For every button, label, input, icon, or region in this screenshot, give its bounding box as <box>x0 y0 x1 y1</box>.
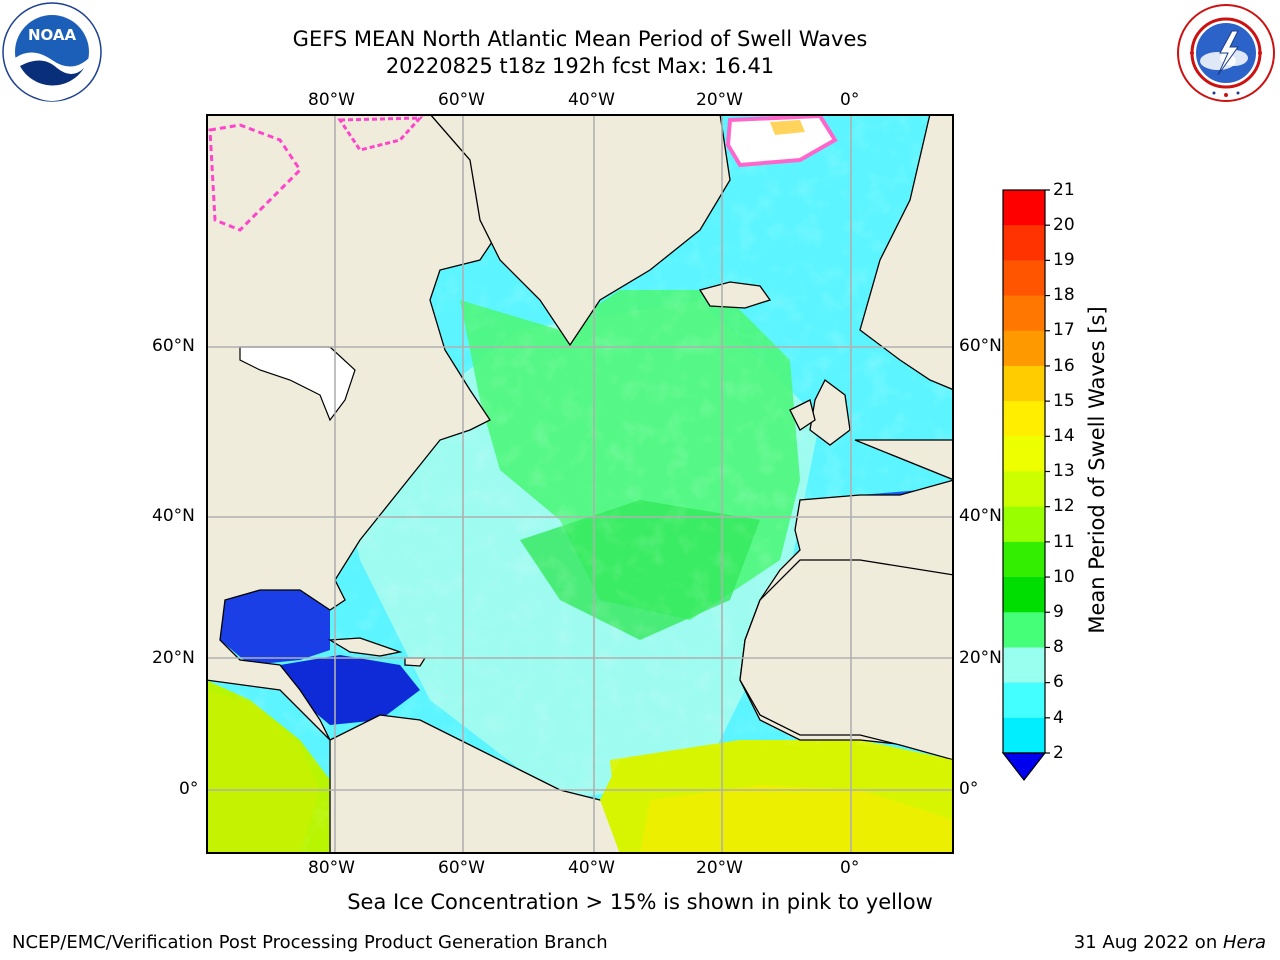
footer-credit: NCEP/EMC/Verification Post Processing Pr… <box>12 932 608 953</box>
lon-label-bottom: 20°W <box>696 858 743 878</box>
colorbar-tick-label: 8 <box>1053 637 1064 657</box>
colorbar-tick-label: 17 <box>1053 320 1075 340</box>
pacific-water <box>206 690 320 854</box>
colorbar-segment <box>1003 541 1045 578</box>
colorbar-tick-label: 20 <box>1053 215 1075 235</box>
colorbar-tick-label: 12 <box>1053 496 1075 516</box>
graticule <box>206 114 954 854</box>
colorbar-tick-label: 4 <box>1053 708 1064 728</box>
colorbar-segment <box>1003 717 1045 754</box>
chart-subtitle: 20220825 t18z 192h fcst Max: 16.41 <box>385 54 775 78</box>
caribbean-field <box>280 655 420 725</box>
colorbar-segment <box>1003 260 1045 297</box>
colorbar-segment <box>1003 295 1045 332</box>
lat-label-right: 20°N <box>959 648 1002 668</box>
gulf-of-mexico-field <box>220 585 330 665</box>
colorbar-tick-label: 11 <box>1053 532 1075 552</box>
colorbar-segment <box>1003 612 1045 648</box>
colorbar-tick-label: 9 <box>1053 602 1064 622</box>
arctic-ice-baffin <box>337 116 424 152</box>
land-masses <box>206 114 954 854</box>
colorbar-segment <box>1003 225 1045 261</box>
colorbar-tick-label: 6 <box>1053 672 1064 692</box>
colorbar-tick-label: 15 <box>1053 391 1075 411</box>
lat-label-left: 40°N <box>152 506 195 526</box>
great-britain <box>809 379 851 446</box>
africa <box>739 559 954 761</box>
colorbar <box>1001 189 1050 781</box>
lat-label-left: 60°N <box>152 336 195 356</box>
colorbar-segment <box>1003 365 1045 402</box>
colorbar-segment <box>1003 647 1045 684</box>
colorbar-frame <box>1002 189 1046 754</box>
colorbar-tick-label: 13 <box>1053 461 1075 481</box>
footer-machine: Hera <box>1222 932 1266 953</box>
nws-logo-icon <box>1177 4 1275 102</box>
lon-label-top: 80°W <box>308 90 355 110</box>
lon-label-bottom: 80°W <box>308 858 355 878</box>
lon-label-bottom: 60°W <box>438 858 485 878</box>
lon-label-top: 20°W <box>696 90 743 110</box>
colorbar-segment <box>1003 577 1045 613</box>
lon-label-bottom: 0° <box>840 858 860 878</box>
lon-label-top: 40°W <box>568 90 615 110</box>
ireland <box>789 399 816 431</box>
lon-label-top: 60°W <box>438 90 485 110</box>
nws-logo <box>1176 3 1276 103</box>
noaa-logo-text: NOAA <box>28 26 77 44</box>
footer-date: 31 Aug 2022 on Hera <box>1074 932 1266 953</box>
scandinavia <box>859 114 954 391</box>
colorbar-segment <box>1003 506 1045 543</box>
colorbar-extend-arrow <box>1001 752 1047 781</box>
colorbar-segment <box>1003 401 1045 437</box>
colorbar-segment <box>1003 330 1045 367</box>
south-atlantic-water-core <box>640 785 954 854</box>
colorbar-tick-label: 21 <box>1053 180 1075 200</box>
cuba <box>327 637 403 657</box>
colorbar-segment <box>1003 436 1045 472</box>
colorbar-tick-label: 14 <box>1053 426 1075 446</box>
colorbar-tick-label: 10 <box>1053 567 1075 587</box>
hudson-bay-ice <box>239 346 356 422</box>
greenland <box>429 114 731 347</box>
map-frame <box>206 114 954 854</box>
arctic-ice-canada <box>208 123 302 232</box>
colorbar-tick-label: 19 <box>1053 250 1075 270</box>
colorbar-label: Mean Period of Swell Waves [s] <box>1085 306 1109 634</box>
colorbar-tick-label: 18 <box>1053 285 1075 305</box>
colorbar-segment <box>1003 471 1045 508</box>
arctic-ice-yellow <box>770 120 805 135</box>
sea-ice-note: Sea Ice Concentration > 15% is shown in … <box>0 890 1280 914</box>
colorbar-segment <box>1003 682 1045 719</box>
sea-ice-note-text: Sea Ice Concentration > 15% is shown in … <box>347 890 933 914</box>
lat-label-right: 60°N <box>959 336 1002 356</box>
lat-label-right: 0° <box>959 779 979 799</box>
colorbar-tick-label: 2 <box>1053 743 1064 763</box>
map-panel <box>206 114 954 854</box>
north-america <box>206 114 501 741</box>
lat-label-left: 0° <box>179 779 199 799</box>
lat-label-right: 40°N <box>959 506 1002 526</box>
lat-label-left: 20°N <box>152 648 195 668</box>
lon-label-bottom: 40°W <box>568 858 615 878</box>
iceland <box>698 281 772 309</box>
chart-title: GEFS MEAN North Atlantic Mean Period of … <box>292 27 868 51</box>
noaa-logo: NOAA <box>2 2 102 102</box>
colorbar-tick-label: 16 <box>1053 356 1075 376</box>
lon-label-top: 0° <box>840 90 860 110</box>
footer-date-text: 31 Aug 2022 on <box>1073 932 1223 953</box>
colorbar-segment <box>1003 190 1045 226</box>
noaa-logo-icon: NOAA <box>2 2 102 102</box>
